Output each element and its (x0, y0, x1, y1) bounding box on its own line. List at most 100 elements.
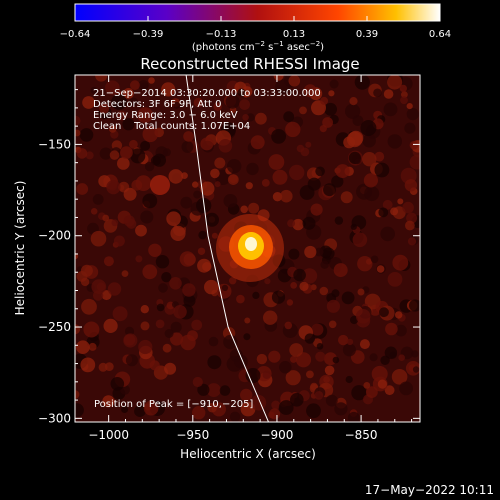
residual-blob (329, 79, 339, 89)
residual-blob (380, 355, 390, 365)
residual-blob (161, 272, 172, 283)
residual-blob (387, 75, 403, 90)
residual-blob (263, 310, 278, 325)
residual-blob (142, 193, 158, 209)
residual-blob (237, 88, 246, 97)
residual-blob (409, 140, 419, 150)
residual-blob (138, 339, 153, 355)
residual-blob (395, 324, 407, 337)
residual-blob (183, 294, 196, 307)
residual-blob (261, 179, 270, 187)
residual-blob (111, 219, 119, 227)
colorbar-tick-label: −0.64 (60, 29, 91, 40)
residual-blob (347, 411, 360, 422)
residual-blob (180, 196, 193, 209)
residual-blob (103, 256, 114, 267)
residual-blob (207, 355, 222, 370)
residual-blob (192, 181, 199, 188)
residual-blob (140, 210, 154, 224)
residual-blob (289, 164, 305, 181)
residual-blob (164, 329, 174, 338)
residual-blob (193, 190, 202, 199)
residual-blob (328, 320, 337, 329)
residual-blob (121, 406, 129, 413)
residual-blob (76, 183, 89, 195)
y-axis-label: Heliocentric Y (arcsec) (13, 181, 27, 316)
residual-blob (197, 247, 206, 255)
residual-blob (205, 212, 219, 227)
residual-blob (148, 243, 162, 257)
residual-blob (95, 75, 108, 82)
colorbar (74, 3, 441, 22)
residual-blob (245, 182, 253, 190)
residual-blob (409, 154, 420, 170)
residual-blob (75, 252, 79, 260)
residual-blob (384, 346, 398, 359)
residual-blob (392, 254, 409, 271)
clean-residual-pattern (75, 75, 420, 422)
colorbar-tick-label: −0.39 (133, 29, 164, 40)
residual-blob (99, 103, 110, 114)
residual-blob (319, 286, 329, 296)
residual-blob (166, 211, 181, 226)
residual-blob (314, 247, 324, 257)
residual-blob (404, 122, 416, 134)
residual-blob (130, 148, 146, 164)
residual-blob (75, 390, 80, 399)
residual-blob (398, 354, 406, 362)
residual-blob (305, 141, 312, 148)
residual-blob (366, 386, 378, 398)
residual-blob (362, 152, 377, 167)
residual-blob (75, 115, 81, 126)
residual-blob (192, 406, 206, 420)
residual-blob (401, 91, 408, 98)
residual-blob (407, 237, 417, 246)
residual-blob (262, 370, 271, 379)
residual-blob (307, 177, 321, 191)
residual-blob (90, 208, 98, 215)
residual-blob (271, 290, 286, 304)
residual-blob (363, 382, 371, 389)
residual-blob (173, 305, 187, 319)
residual-blob (376, 265, 385, 273)
residual-blob (325, 394, 338, 407)
residual-blob (79, 128, 94, 142)
residual-blob (409, 299, 420, 312)
residual-blob (405, 220, 415, 231)
residual-blob (227, 174, 239, 186)
colorbar-tick-label: 0.39 (356, 29, 378, 40)
residual-blob (200, 181, 215, 196)
x-axis: −1000 −950 −900 −850 (88, 75, 413, 442)
residual-blob (320, 96, 329, 105)
residual-blob (229, 411, 241, 422)
residual-blob (105, 80, 120, 95)
residual-blob (350, 223, 357, 230)
residual-blob (123, 187, 137, 201)
residual-blob (255, 112, 267, 125)
residual-blob (341, 291, 355, 305)
residual-blob (208, 336, 219, 347)
residual-blob (382, 199, 393, 210)
residual-blob (288, 75, 301, 87)
residual-blob (272, 169, 288, 185)
residual-blob (299, 106, 307, 115)
footer-date: 17−May−2022 10:11 (365, 483, 494, 497)
residual-blob (406, 108, 419, 121)
residual-blob (334, 402, 348, 416)
residual-blob (331, 289, 340, 298)
residual-blob (324, 102, 337, 116)
residual-blob (225, 94, 240, 109)
residual-blob (156, 303, 165, 312)
residual-blob (227, 159, 242, 174)
residual-blob (288, 248, 300, 260)
residual-blob (148, 77, 155, 84)
residual-blob (411, 350, 419, 358)
residual-blob (245, 368, 261, 383)
residual-blob (143, 400, 159, 416)
residual-blob (142, 126, 159, 143)
residual-blob (161, 82, 176, 97)
residual-blob (76, 148, 88, 159)
residual-blob (296, 144, 305, 153)
residual-blob (192, 376, 203, 388)
residual-blob (240, 205, 248, 214)
